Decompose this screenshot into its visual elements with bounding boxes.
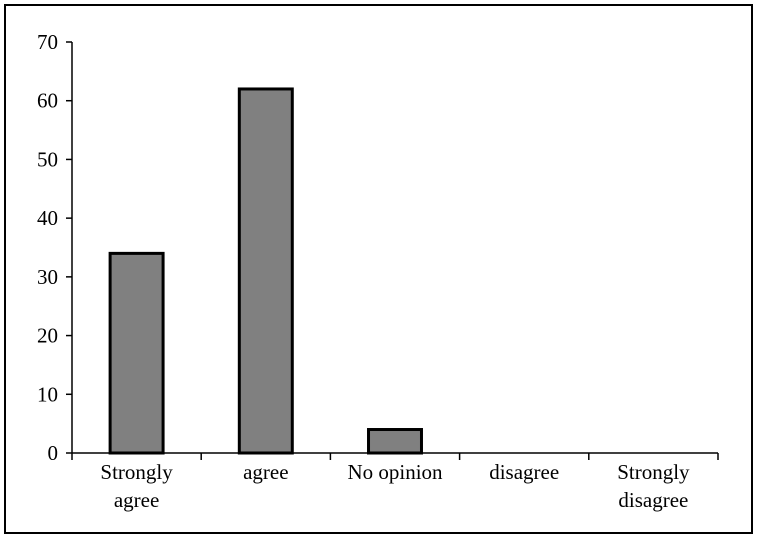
x-category-label: disagree — [489, 460, 559, 484]
bar — [237, 87, 294, 455]
y-axis: 0 10 20 30 40 50 60 70 — [37, 30, 73, 465]
x-axis: Strongly agree agree No opinion disagree Stro… — [71, 452, 719, 512]
y-tick-label: 70 — [37, 30, 58, 54]
y-tick-label: 30 — [37, 265, 58, 289]
y-tick-label: 10 — [37, 382, 58, 406]
bar — [367, 428, 423, 455]
x-category-label: Strongly — [100, 460, 173, 484]
bars — [108, 87, 423, 455]
y-tick-label: 50 — [37, 147, 58, 171]
y-tick-label: 20 — [37, 324, 58, 348]
x-category-label: agree — [114, 488, 159, 512]
y-tick-label: 60 — [37, 89, 58, 113]
x-category-label: agree — [243, 460, 288, 484]
x-category-label: disagree — [618, 488, 688, 512]
x-category-label: Strongly — [617, 460, 690, 484]
y-tick-label: 40 — [37, 206, 58, 230]
bar — [108, 251, 165, 455]
y-tick-label: 0 — [48, 441, 59, 465]
x-category-label: No opinion — [347, 460, 443, 484]
